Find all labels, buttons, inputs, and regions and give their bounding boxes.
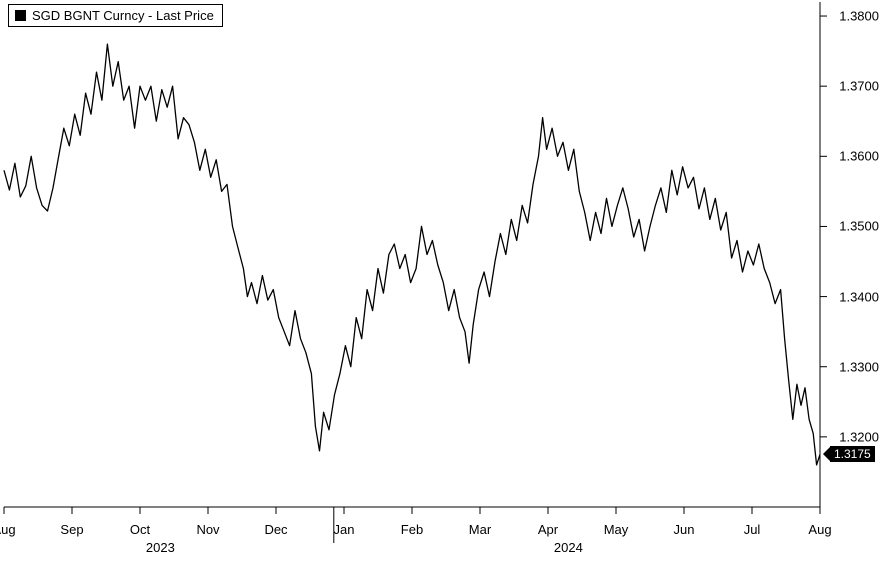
x-month-label: Oct	[130, 522, 150, 537]
x-month-label: Apr	[538, 522, 558, 537]
y-tick-label: 1.3800	[839, 9, 879, 24]
x-month-label: Aug	[808, 522, 831, 537]
x-month-label: Jun	[674, 522, 695, 537]
x-month-label: Nov	[196, 522, 219, 537]
chart-svg	[0, 0, 881, 561]
y-tick-label: 1.3200	[839, 429, 879, 444]
last-price-flag: 1.3175	[830, 446, 875, 462]
y-tick-label: 1.3400	[839, 289, 879, 304]
x-month-label: Feb	[401, 522, 423, 537]
x-month-label: May	[604, 522, 629, 537]
x-month-label: Aug	[0, 522, 16, 537]
x-year-label: 2023	[146, 540, 175, 555]
x-month-label: Sep	[60, 522, 83, 537]
x-year-label: 2024	[554, 540, 583, 555]
x-month-label: Jan	[334, 522, 355, 537]
x-month-label: Mar	[469, 522, 491, 537]
y-tick-label: 1.3700	[839, 79, 879, 94]
legend-box: SGD BGNT Curncy - Last Price	[8, 4, 223, 27]
legend-swatch	[15, 10, 26, 21]
y-tick-label: 1.3300	[839, 359, 879, 374]
y-tick-label: 1.3600	[839, 149, 879, 164]
y-tick-label: 1.3500	[839, 219, 879, 234]
x-month-label: Dec	[264, 522, 287, 537]
chart-container: SGD BGNT Curncy - Last Price 1.3200 1.330…	[0, 0, 881, 561]
legend-text: SGD BGNT Curncy - Last Price	[32, 8, 214, 23]
last-price-value: 1.3175	[834, 447, 871, 461]
x-month-label: Jul	[744, 522, 761, 537]
